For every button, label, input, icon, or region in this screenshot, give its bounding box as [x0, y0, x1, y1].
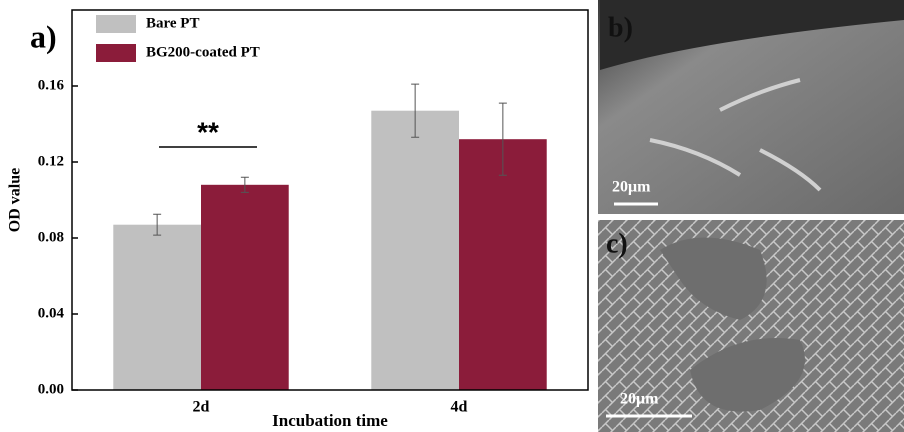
bar: [113, 224, 201, 390]
panel-label: c): [606, 228, 628, 259]
sem-texture: [660, 237, 805, 412]
y-tick-label: 0.12: [38, 153, 64, 169]
scale-bar-label: 20μm: [612, 179, 651, 196]
bar: [371, 110, 459, 390]
legend-swatch: [96, 15, 136, 33]
legend-label: BG200-coated PT: [146, 44, 260, 60]
y-tick-label: 0.00: [38, 381, 64, 397]
x-axis-label: Incubation time: [272, 411, 388, 430]
x-tick-label: 2d: [193, 399, 210, 416]
y-tick-label: 0.04: [38, 305, 65, 321]
y-tick-label: 0.08: [38, 229, 64, 245]
legend-swatch: [96, 44, 136, 62]
error-bar: [498, 102, 507, 176]
bar: [201, 184, 289, 390]
scale-bar-label: 20μm: [620, 391, 659, 408]
legend-label: Bare PT: [146, 15, 199, 31]
sem-texture: [600, 0, 904, 70]
x-tick-label: 4d: [451, 399, 468, 416]
bar: [459, 139, 547, 390]
y-tick-label: 0.16: [38, 77, 65, 93]
sem-texture: [649, 78, 822, 192]
error-bar: [240, 176, 249, 193]
y-axis-label: OD value: [7, 168, 24, 232]
annotation: **: [197, 116, 219, 147]
panel-label: a): [30, 18, 57, 54]
error-bar: [411, 83, 420, 138]
error-bar: [153, 213, 162, 236]
plot-frame: [71, 9, 589, 391]
panel-label: b): [608, 12, 633, 43]
